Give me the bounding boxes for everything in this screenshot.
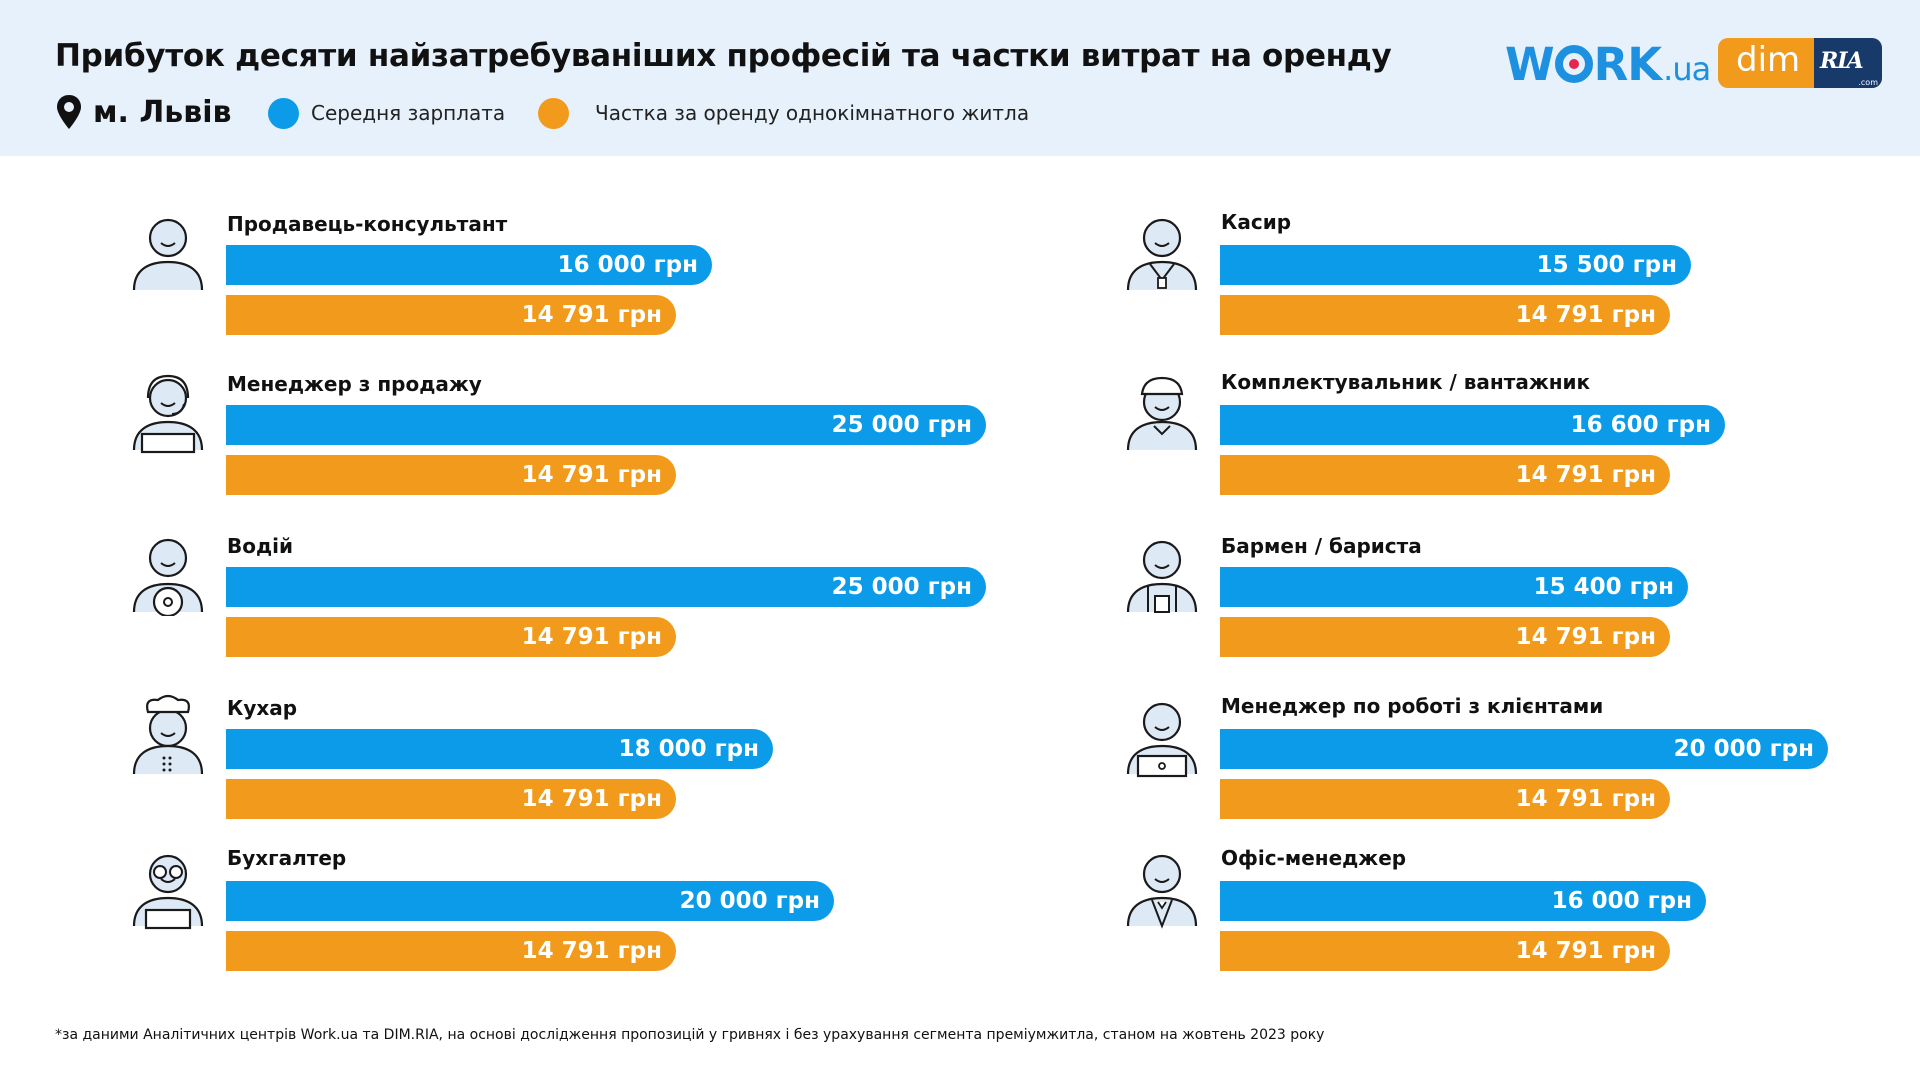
profession-label: Менеджер по роботі з клієнтами — [1221, 694, 1604, 718]
headset-person-icon — [128, 370, 208, 454]
driver-icon — [128, 532, 208, 618]
salary-bar: 18 000 грн — [226, 729, 773, 769]
profession-label: Бармен / бариста — [1221, 534, 1422, 558]
rent-bar: 14 791 грн — [1220, 779, 1670, 819]
salary-bar: 16 600 грн — [1220, 405, 1725, 445]
barista-icon — [1122, 532, 1202, 616]
salary-bar: 25 000 грн — [226, 405, 986, 445]
salary-bar: 20 000 грн — [1220, 729, 1828, 769]
salary-value-label: 20 000 грн — [679, 888, 820, 914]
rent-value-label: 14 791 грн — [1515, 624, 1656, 650]
salary-bar: 20 000 грн — [226, 881, 834, 921]
rent-bar: 14 791 грн — [226, 931, 676, 971]
profession-label: Касир — [1221, 210, 1292, 234]
profession-label: Водій — [227, 534, 294, 558]
salary-bar: 16 000 грн — [1220, 881, 1706, 921]
footnote: *за даними Аналітичних центрів Work.ua т… — [55, 1027, 1325, 1043]
loader-icon — [1122, 370, 1202, 454]
rent-bar: 14 791 грн — [1220, 617, 1670, 657]
salary-value-label: 25 000 грн — [831, 412, 972, 438]
ria-logo-block: RIA .com — [1814, 38, 1882, 88]
rent-value-label: 14 791 грн — [521, 302, 662, 328]
legend-swatch-salary — [268, 97, 299, 129]
rent-value-label: 14 791 грн — [521, 786, 662, 812]
rent-value-label: 14 791 грн — [1515, 302, 1656, 328]
header-banner: Прибуток десяти найзатребуваніших профес… — [0, 0, 1920, 156]
profession-label: Менеджер з продажу — [227, 372, 482, 396]
profession-label: Бухгалтер — [227, 846, 347, 870]
legend-label-salary: Середня зарплата — [311, 101, 506, 125]
salary-bar: 15 400 грн — [1220, 567, 1688, 607]
salary-value-label: 15 400 грн — [1533, 574, 1674, 600]
rent-value-label: 14 791 грн — [521, 938, 662, 964]
salary-bar: 16 000 грн — [226, 245, 712, 285]
chef-icon — [128, 694, 208, 778]
rent-bar: 14 791 грн — [226, 295, 676, 335]
salary-bar: 15 500 грн — [1220, 245, 1691, 285]
legend-item-rent: Частка за оренду однокімнатного житла — [538, 97, 1029, 129]
location-pin-icon — [57, 95, 81, 129]
salary-value-label: 18 000 грн — [618, 736, 759, 762]
city-label: м. Львів — [55, 92, 232, 132]
salary-value-label: 15 500 грн — [1536, 252, 1677, 278]
rent-bar: 14 791 грн — [226, 617, 676, 657]
rent-bar: 14 791 грн — [1220, 295, 1670, 335]
salary-bar: 25 000 грн — [226, 567, 986, 607]
legend-swatch-rent — [538, 97, 569, 129]
salary-value-label: 16 600 грн — [1570, 412, 1711, 438]
rent-bar: 14 791 грн — [226, 455, 676, 495]
office-person-icon — [1122, 846, 1202, 930]
page-title: Прибуток десяти найзатребуваніших профес… — [55, 38, 1392, 74]
rent-value-label: 14 791 грн — [521, 624, 662, 650]
city-name: м. Львів — [93, 94, 232, 130]
accountant-icon — [128, 846, 208, 930]
work-ua-logo-o-icon — [1554, 45, 1593, 83]
work-ua-logo: W RK .ua — [1505, 37, 1711, 91]
rent-value-label: 14 791 грн — [1515, 786, 1656, 812]
rent-bar: 14 791 грн — [1220, 931, 1670, 971]
dim-ria-logo: dim RIA .com — [1718, 38, 1882, 88]
salary-value-label: 25 000 грн — [831, 574, 972, 600]
rent-value-label: 14 791 грн — [521, 462, 662, 488]
laptop-person-icon — [1122, 694, 1202, 778]
salary-value-label: 16 000 грн — [557, 252, 698, 278]
person-icon — [128, 210, 208, 294]
legend-label-rent: Частка за оренду однокімнатного житла — [595, 101, 1030, 125]
profession-label: Офіс-менеджер — [1221, 846, 1407, 870]
legend-item-salary: Середня зарплата — [268, 97, 505, 129]
profession-label: Продавець-консультант — [227, 212, 508, 236]
cashier-icon — [1122, 210, 1202, 294]
profession-label: Кухар — [227, 696, 298, 720]
salary-value-label: 16 000 грн — [1551, 888, 1692, 914]
rent-bar: 14 791 грн — [226, 779, 676, 819]
profession-label: Комплектувальник / вантажник — [1221, 370, 1591, 394]
rent-value-label: 14 791 грн — [1515, 462, 1656, 488]
rent-value-label: 14 791 грн — [1515, 938, 1656, 964]
rent-bar: 14 791 грн — [1220, 455, 1670, 495]
salary-value-label: 20 000 грн — [1673, 736, 1814, 762]
